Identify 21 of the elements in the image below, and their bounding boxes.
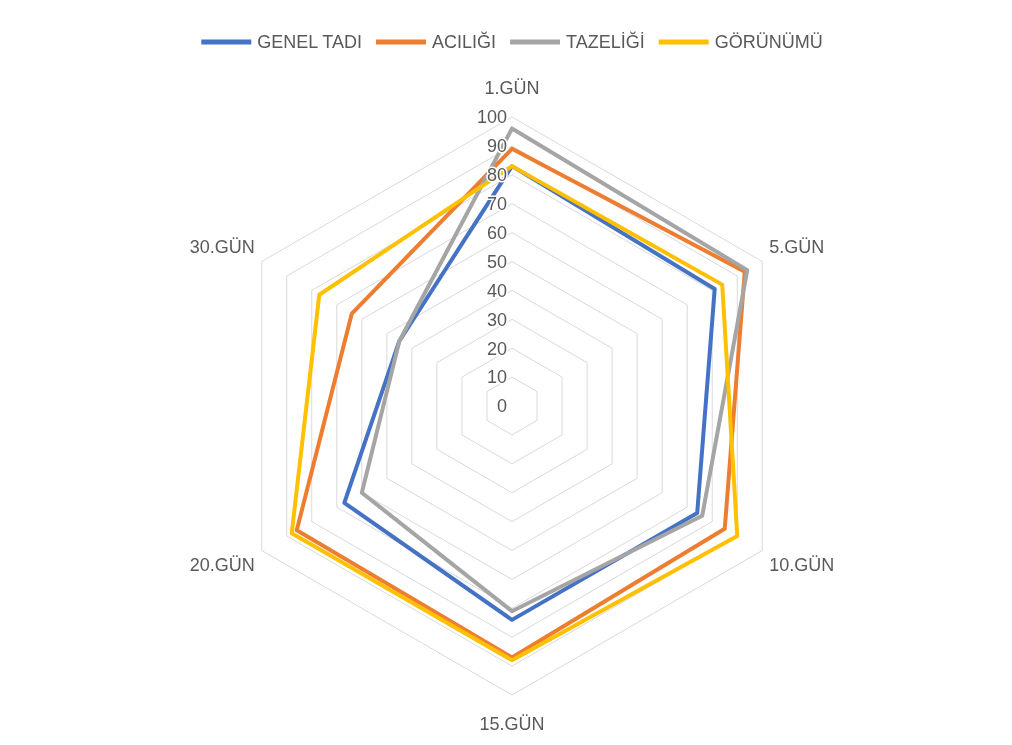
y-tick-label: 90 [486,136,507,157]
y-tick-label: 100 [476,107,507,128]
legend-label: GÖRÜNÜMÜ [714,32,823,53]
spoke-label: 5.GÜN [769,237,825,258]
y-tick-label: 70 [486,194,507,214]
y-tick-label: 10 [486,367,507,388]
y-tick-label: 20 [486,338,507,359]
y-tick-label: 0 [496,396,507,417]
legend-label: ACILIĞI [431,31,497,53]
spoke-label: 1.GÜN [484,78,540,99]
y-tick-label: 80 [486,165,507,186]
spoke-label: 20.GÜN [189,555,255,576]
spoke-label: 30.GÜN [189,237,255,258]
y-tick-label: 60 [486,222,507,243]
y-tick-label: 50 [486,251,507,272]
y-tick-label: 30 [486,309,507,330]
legend-label: TAZELİĞİ [566,31,645,53]
spoke-label: 15.GÜN [479,714,545,735]
y-tick-label: 40 [486,280,507,301]
spoke-label: 10.GÜN [769,555,835,576]
legend-label: GENEL TADI [257,32,362,53]
